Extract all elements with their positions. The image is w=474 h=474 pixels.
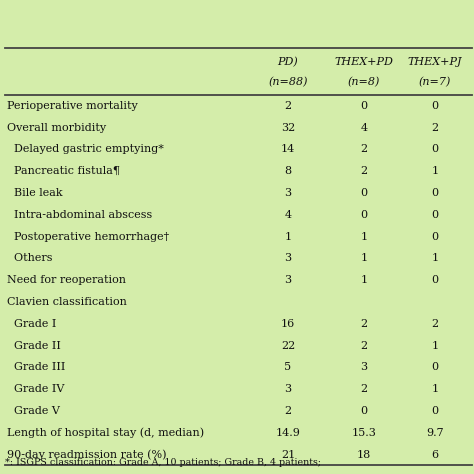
Text: 0: 0 <box>360 210 367 220</box>
Text: 3: 3 <box>360 362 367 373</box>
Text: Others: Others <box>7 253 53 264</box>
Text: 2: 2 <box>360 340 367 351</box>
Text: 1: 1 <box>360 253 367 264</box>
Text: 2: 2 <box>431 122 438 133</box>
Text: 1: 1 <box>360 231 367 242</box>
Text: 1: 1 <box>284 231 292 242</box>
Text: 22: 22 <box>281 340 295 351</box>
Text: 3: 3 <box>284 384 292 394</box>
Text: Grade IV: Grade IV <box>7 384 64 394</box>
Text: 0: 0 <box>431 406 438 416</box>
Text: Overall morbidity: Overall morbidity <box>7 122 106 133</box>
Text: Grade III: Grade III <box>7 362 65 373</box>
Text: Postoperative hemorrhage†: Postoperative hemorrhage† <box>7 231 169 242</box>
Text: 1: 1 <box>360 275 367 285</box>
Text: 3: 3 <box>284 253 292 264</box>
Text: 18: 18 <box>356 449 371 460</box>
Text: 2: 2 <box>284 406 292 416</box>
Text: 14.9: 14.9 <box>275 428 301 438</box>
Text: Grade V: Grade V <box>7 406 60 416</box>
Text: 0: 0 <box>431 100 438 111</box>
Text: 3: 3 <box>284 188 292 198</box>
Text: 2: 2 <box>360 319 367 329</box>
Text: 4: 4 <box>284 210 292 220</box>
Text: THEX+PD: THEX+PD <box>334 56 393 67</box>
Text: PD): PD) <box>278 56 298 67</box>
Text: Grade II: Grade II <box>7 340 61 351</box>
Text: 1: 1 <box>431 340 438 351</box>
Text: 9.7: 9.7 <box>426 428 444 438</box>
Text: 0: 0 <box>431 362 438 373</box>
Text: 2: 2 <box>431 319 438 329</box>
Text: 4: 4 <box>360 122 367 133</box>
Text: 90-day readmission rate (%): 90-day readmission rate (%) <box>7 449 166 460</box>
Text: 0: 0 <box>431 210 438 220</box>
Text: 0: 0 <box>431 144 438 155</box>
Text: 2: 2 <box>360 144 367 155</box>
Text: 2: 2 <box>284 100 292 111</box>
Text: 3: 3 <box>284 275 292 285</box>
Text: 16: 16 <box>281 319 295 329</box>
Text: Need for reoperation: Need for reoperation <box>7 275 126 285</box>
Text: 0: 0 <box>360 188 367 198</box>
Text: (n=7): (n=7) <box>419 77 451 87</box>
Text: 0: 0 <box>360 406 367 416</box>
Text: 14: 14 <box>281 144 295 155</box>
Text: 21: 21 <box>281 449 295 460</box>
Text: 1: 1 <box>431 384 438 394</box>
Text: *: ISGPS classification: Grade A, 10 patients; Grade B, 4 patients;: *: ISGPS classification: Grade A, 10 pat… <box>5 458 321 466</box>
Text: Perioperative mortality: Perioperative mortality <box>7 100 138 111</box>
Text: Length of hospital stay (d, median): Length of hospital stay (d, median) <box>7 428 204 438</box>
Text: 0: 0 <box>431 275 438 285</box>
Text: Clavien classification: Clavien classification <box>7 297 127 307</box>
Text: 1: 1 <box>431 253 438 264</box>
Text: 2: 2 <box>360 384 367 394</box>
Text: 8: 8 <box>284 166 292 176</box>
Text: 6: 6 <box>431 449 438 460</box>
Text: (n=8): (n=8) <box>347 77 380 87</box>
Text: 15.3: 15.3 <box>351 428 376 438</box>
Text: Intra-abdominal abscess: Intra-abdominal abscess <box>7 210 152 220</box>
Text: 5: 5 <box>284 362 292 373</box>
Text: Bile leak: Bile leak <box>7 188 63 198</box>
Text: Pancreatic fistula¶: Pancreatic fistula¶ <box>7 166 120 176</box>
Text: Delayed gastric emptying*: Delayed gastric emptying* <box>7 144 164 155</box>
Text: 32: 32 <box>281 122 295 133</box>
Text: 2: 2 <box>360 166 367 176</box>
Text: THEX+PJ: THEX+PJ <box>408 56 462 67</box>
Text: (n=88): (n=88) <box>268 77 308 87</box>
Text: 0: 0 <box>431 188 438 198</box>
Text: 0: 0 <box>360 100 367 111</box>
Text: 1: 1 <box>431 166 438 176</box>
Text: 0: 0 <box>431 231 438 242</box>
Text: Grade I: Grade I <box>7 319 56 329</box>
